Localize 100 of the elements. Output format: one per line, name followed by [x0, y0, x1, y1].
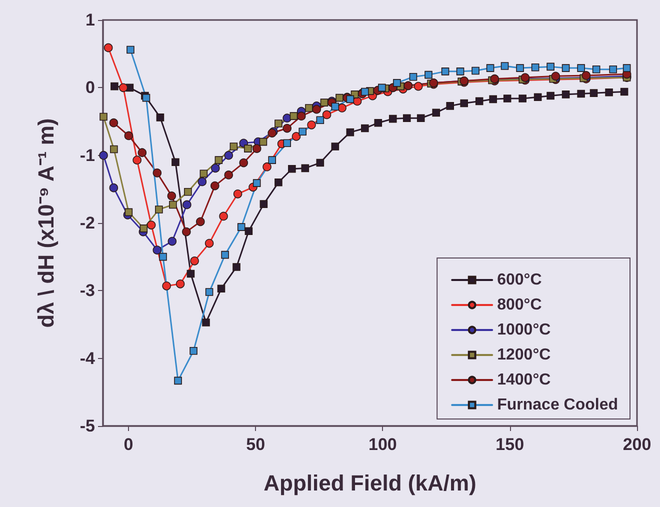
point	[217, 284, 226, 293]
point	[237, 223, 246, 231]
legend-label: 1000°C	[497, 322, 552, 338]
y-tick-label: 0	[86, 78, 95, 98]
point	[460, 99, 468, 108]
point	[104, 43, 113, 52]
point	[262, 162, 272, 172]
point	[590, 89, 598, 97]
point	[156, 114, 164, 122]
point	[146, 220, 156, 230]
point	[190, 346, 198, 355]
point	[274, 178, 282, 186]
point	[274, 120, 282, 128]
point	[374, 118, 382, 127]
point	[244, 227, 253, 236]
point	[99, 150, 108, 160]
x-tick-label: 150	[496, 435, 524, 454]
point	[500, 62, 509, 70]
point	[109, 183, 118, 192]
point	[312, 104, 321, 114]
legend-label: 800°C	[497, 296, 542, 314]
point	[210, 181, 220, 190]
point	[605, 88, 613, 96]
point	[138, 148, 147, 158]
point	[378, 84, 386, 92]
y-tick-label: -4	[80, 348, 96, 368]
point	[416, 114, 425, 122]
point	[322, 110, 332, 120]
point	[169, 200, 177, 209]
point	[424, 70, 432, 79]
point	[486, 64, 494, 72]
point	[233, 190, 242, 198]
point	[155, 206, 163, 214]
point	[298, 128, 307, 136]
point	[152, 246, 162, 254]
y-tick-label: -5	[80, 416, 95, 436]
point	[432, 108, 440, 117]
point	[260, 200, 268, 208]
point	[100, 112, 108, 121]
point	[204, 238, 214, 248]
point	[174, 376, 182, 385]
legend-label: Furnace Cooled	[497, 396, 618, 414]
point	[239, 158, 248, 168]
x-tick-label: 0	[124, 435, 134, 454]
legend-label: 600°C	[497, 272, 542, 288]
legend-label: 1400°C	[497, 372, 552, 388]
point	[620, 88, 628, 96]
point	[196, 217, 205, 226]
point	[182, 227, 191, 236]
point	[124, 208, 133, 216]
point	[288, 164, 296, 173]
point	[503, 94, 512, 102]
point	[388, 114, 397, 123]
point	[534, 93, 542, 102]
y-tick-label: -3	[80, 281, 95, 300]
x-tick-label: 100	[368, 435, 397, 454]
point	[132, 156, 142, 164]
point	[346, 95, 354, 104]
point	[338, 104, 346, 112]
point	[198, 177, 207, 186]
point	[331, 102, 340, 111]
point	[307, 120, 316, 130]
point	[259, 138, 268, 146]
point	[205, 288, 214, 296]
point	[414, 82, 423, 91]
point	[331, 142, 340, 150]
point	[168, 236, 177, 246]
point	[531, 63, 540, 72]
point	[316, 158, 324, 167]
point	[110, 145, 118, 154]
point	[283, 139, 292, 148]
point	[282, 124, 292, 133]
y-tick-label: 1	[86, 10, 95, 30]
point	[296, 112, 306, 120]
point	[592, 65, 600, 74]
x-axis-title: Applied Field (kA/m)	[264, 470, 476, 496]
point	[290, 112, 298, 120]
point	[252, 179, 261, 187]
point	[609, 65, 617, 74]
point	[292, 132, 301, 141]
point	[152, 168, 162, 178]
point	[402, 114, 411, 122]
point	[516, 64, 524, 72]
point	[361, 124, 369, 132]
x-tick-label: 50	[246, 435, 266, 454]
point	[182, 200, 192, 210]
point	[167, 192, 176, 200]
point	[232, 263, 240, 271]
point	[336, 94, 344, 102]
point	[224, 150, 234, 160]
point	[214, 156, 223, 164]
point	[186, 270, 195, 278]
point	[409, 72, 418, 81]
point	[162, 282, 171, 290]
point	[244, 144, 252, 152]
point	[159, 252, 167, 261]
point	[361, 88, 369, 96]
y-tick-label: -1	[80, 146, 95, 165]
point	[320, 98, 328, 106]
point	[230, 142, 238, 150]
